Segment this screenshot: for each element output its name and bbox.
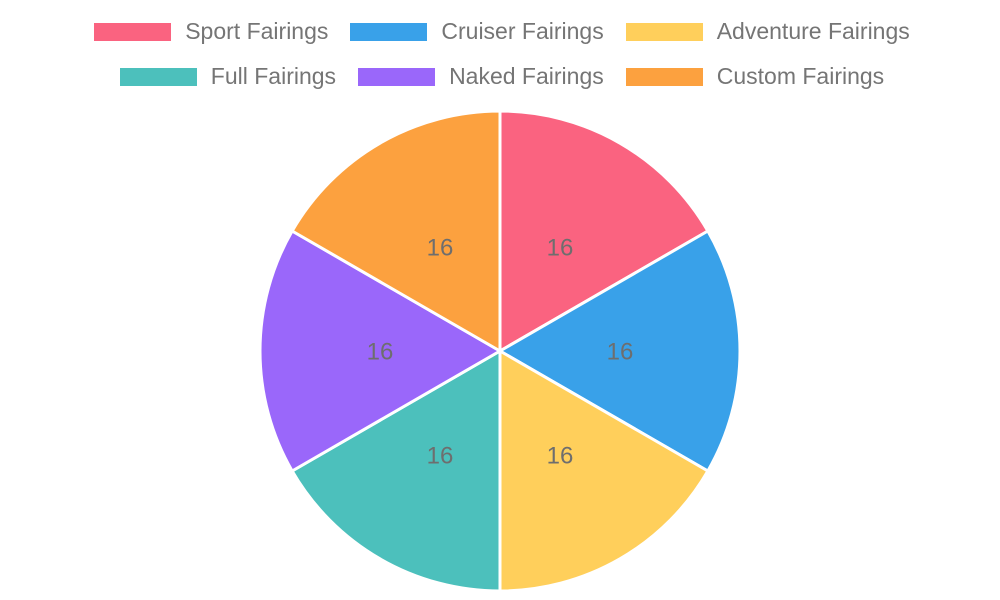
pie-slice-full-fairings: [290, 349, 502, 593]
legend-label: Cruiser Fairings: [441, 18, 604, 44]
pie-slice-label-custom-fairings: 16: [427, 234, 454, 261]
legend-swatch-icon: [115, 63, 201, 90]
pie-slice-label-naked-fairings: 16: [367, 338, 394, 365]
pie-slice-sport-fairings: [498, 109, 710, 353]
legend-label: Sport Fairings: [185, 18, 329, 44]
legend-item-full-fairings: Full Fairings: [115, 63, 337, 90]
legend-label: Custom Fairings: [716, 63, 885, 89]
legend-label: Naked Fairings: [449, 63, 604, 89]
pie-slice-naked-fairings: [258, 229, 502, 473]
legend-swatch-icon: [90, 18, 176, 45]
pie-slice-label-full-fairings: 16: [427, 442, 454, 469]
legend-swatch-icon: [621, 18, 707, 45]
legend-item-cruiser-fairings: Cruiser Fairings: [346, 18, 604, 45]
legend-row-2: Full Fairings Naked Fairings Custom Fair…: [0, 63, 1000, 90]
pie-slice-custom-fairings: [290, 109, 502, 353]
legend-label: Adventure Fairings: [716, 18, 910, 44]
pie-slice-label-sport-fairings: 16: [547, 234, 574, 261]
pie-chart: 16 16 16 16 16 16: [258, 109, 742, 593]
legend-row-1: Sport Fairings Cruiser Fairings Adventur…: [0, 18, 1000, 45]
pie-slice-cruiser-fairings: [498, 229, 742, 473]
legend-item-custom-fairings: Custom Fairings: [621, 63, 885, 90]
legend-swatch-icon: [346, 18, 432, 45]
legend: Sport Fairings Cruiser Fairings Adventur…: [0, 18, 1000, 90]
legend-item-adventure-fairings: Adventure Fairings: [621, 18, 910, 45]
legend-label: Full Fairings: [210, 63, 337, 89]
legend-item-sport-fairings: Sport Fairings: [90, 18, 328, 45]
pie-slice-label-adventure-fairings: 16: [547, 442, 574, 469]
legend-item-naked-fairings: Naked Fairings: [354, 63, 604, 90]
legend-swatch-icon: [354, 63, 440, 90]
legend-swatch-icon: [621, 63, 707, 90]
pie-slice-adventure-fairings: [498, 349, 710, 593]
chart-area: 16 16 16 16 16 16: [0, 100, 1000, 600]
pie-slice-label-cruiser-fairings: 16: [607, 338, 634, 365]
